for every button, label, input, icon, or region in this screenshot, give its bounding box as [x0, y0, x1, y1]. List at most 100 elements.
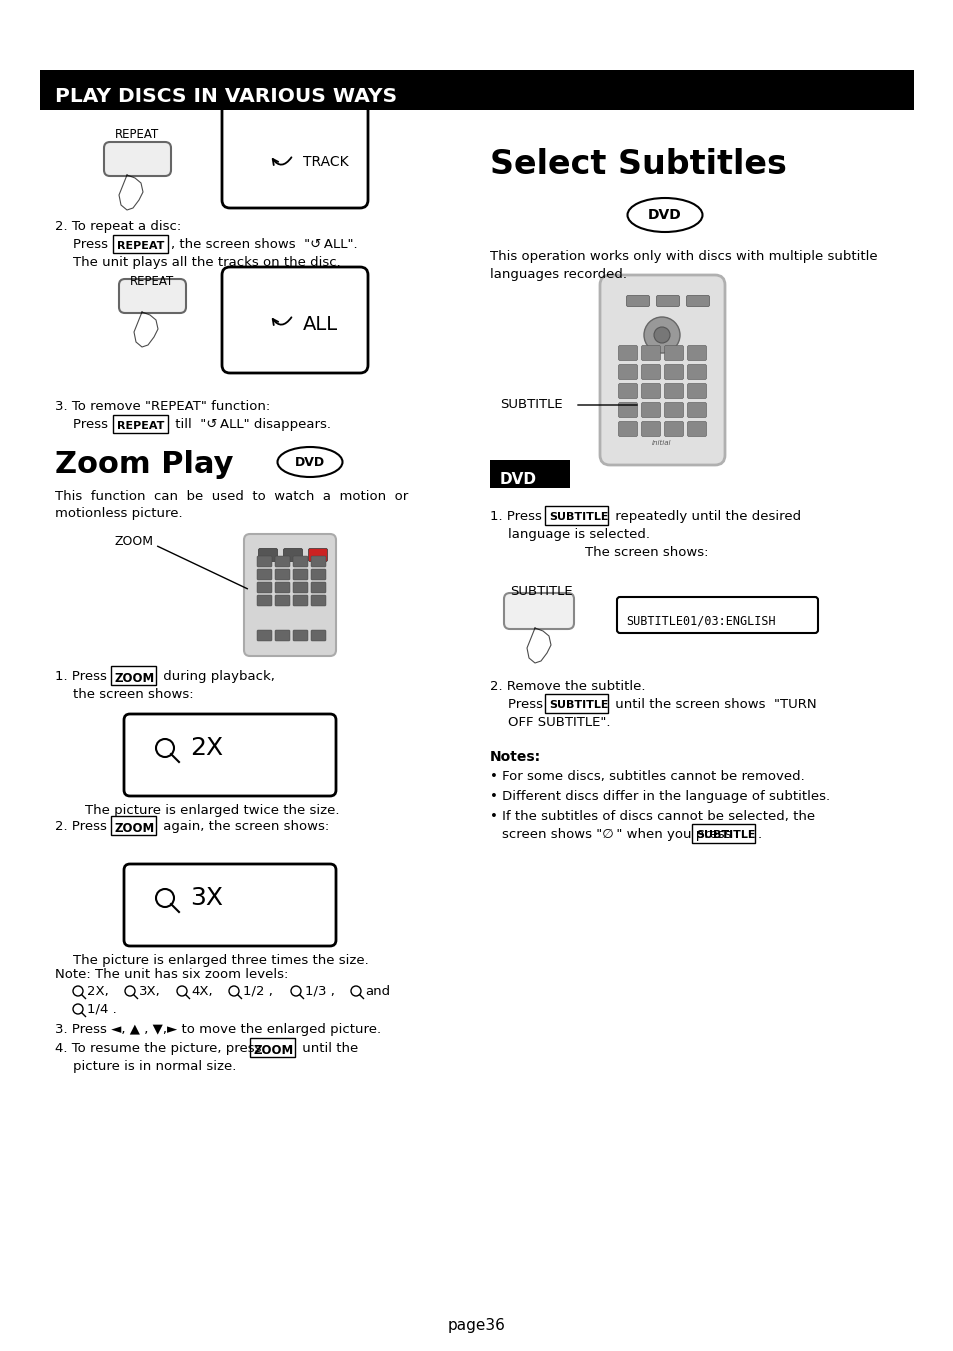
Text: ZOOM: ZOOM: [115, 671, 155, 685]
Circle shape: [654, 327, 669, 343]
FancyBboxPatch shape: [311, 582, 326, 593]
FancyBboxPatch shape: [256, 630, 272, 640]
Text: The screen shows:: The screen shows:: [584, 546, 708, 559]
Circle shape: [229, 986, 239, 996]
Text: 2. Remove the subtitle.: 2. Remove the subtitle.: [490, 680, 645, 693]
Text: This operation works only with discs with multiple subtitle: This operation works only with discs wit…: [490, 250, 877, 263]
Text: 2. Press: 2. Press: [55, 820, 111, 834]
FancyBboxPatch shape: [104, 142, 171, 176]
FancyBboxPatch shape: [112, 666, 156, 685]
FancyBboxPatch shape: [274, 630, 290, 640]
Text: 1. Press: 1. Press: [55, 670, 111, 684]
FancyBboxPatch shape: [687, 346, 706, 361]
Text: OFF SUBTITLE".: OFF SUBTITLE".: [507, 716, 610, 730]
Text: during playback,: during playback,: [159, 670, 274, 684]
FancyBboxPatch shape: [124, 865, 335, 946]
Text: motionless picture.: motionless picture.: [55, 507, 182, 520]
Circle shape: [156, 889, 173, 907]
FancyBboxPatch shape: [222, 101, 368, 208]
Text: 3. To remove "REPEAT" function:: 3. To remove "REPEAT" function:: [55, 400, 270, 413]
Text: TRACK: TRACK: [303, 155, 348, 169]
FancyBboxPatch shape: [258, 549, 277, 562]
FancyBboxPatch shape: [311, 594, 326, 607]
Text: 2X,: 2X,: [87, 985, 109, 998]
Text: REPEAT: REPEAT: [117, 240, 164, 251]
FancyBboxPatch shape: [545, 693, 608, 712]
Text: ZOOM: ZOOM: [253, 1044, 294, 1056]
Text: languages recorded.: languages recorded.: [490, 267, 626, 281]
Circle shape: [291, 986, 301, 996]
Text: 2X: 2X: [190, 736, 223, 761]
Text: and: and: [365, 985, 390, 998]
FancyBboxPatch shape: [640, 403, 659, 417]
FancyBboxPatch shape: [618, 365, 637, 380]
Text: page36: page36: [448, 1319, 505, 1333]
FancyBboxPatch shape: [664, 365, 682, 380]
Text: PLAY DISCS IN VARIOUS WAYS: PLAY DISCS IN VARIOUS WAYS: [55, 86, 396, 105]
Text: SUBTITLE: SUBTITLE: [548, 700, 608, 711]
Circle shape: [73, 986, 83, 996]
Text: until the screen shows  "TURN: until the screen shows "TURN: [610, 698, 816, 711]
FancyBboxPatch shape: [274, 594, 290, 607]
Text: initial: initial: [652, 440, 671, 446]
Text: repeatedly until the desired: repeatedly until the desired: [610, 509, 801, 523]
FancyBboxPatch shape: [311, 557, 326, 567]
FancyBboxPatch shape: [640, 422, 659, 436]
FancyBboxPatch shape: [545, 505, 608, 524]
FancyBboxPatch shape: [664, 384, 682, 399]
Text: picture is in normal size.: picture is in normal size.: [73, 1061, 236, 1073]
FancyBboxPatch shape: [274, 569, 290, 580]
Text: DVD: DVD: [294, 455, 325, 469]
Text: language is selected.: language is selected.: [507, 528, 649, 540]
Text: REPEAT: REPEAT: [130, 276, 174, 288]
Text: This  function  can  be  used  to  watch  a  motion  or: This function can be used to watch a mot…: [55, 490, 408, 503]
Text: again, the screen shows:: again, the screen shows:: [159, 820, 329, 834]
Text: The picture is enlarged twice the size.: The picture is enlarged twice the size.: [85, 804, 339, 817]
Circle shape: [643, 317, 679, 353]
Text: DVD: DVD: [499, 471, 537, 486]
Text: the screen shows:: the screen shows:: [73, 688, 193, 701]
FancyBboxPatch shape: [687, 365, 706, 380]
FancyBboxPatch shape: [656, 296, 679, 307]
FancyBboxPatch shape: [256, 594, 272, 607]
FancyBboxPatch shape: [687, 403, 706, 417]
FancyBboxPatch shape: [687, 384, 706, 399]
Text: The picture is enlarged three times the size.: The picture is enlarged three times the …: [73, 954, 369, 967]
Text: Note: The unit has six zoom levels:: Note: The unit has six zoom levels:: [55, 969, 288, 981]
Text: ZOOM: ZOOM: [115, 821, 155, 835]
FancyBboxPatch shape: [640, 346, 659, 361]
FancyBboxPatch shape: [222, 267, 368, 373]
FancyBboxPatch shape: [113, 415, 169, 432]
Text: 1/2 ,: 1/2 ,: [243, 985, 273, 998]
Text: SUBTITLE: SUBTITLE: [510, 585, 572, 598]
FancyBboxPatch shape: [618, 384, 637, 399]
Text: Press: Press: [73, 238, 112, 251]
FancyBboxPatch shape: [293, 557, 308, 567]
FancyBboxPatch shape: [113, 235, 169, 253]
FancyBboxPatch shape: [311, 569, 326, 580]
Text: SUBTITLE: SUBTITLE: [499, 399, 562, 411]
Text: REPEAT: REPEAT: [115, 128, 159, 141]
Text: Select Subtitles: Select Subtitles: [490, 149, 786, 181]
FancyBboxPatch shape: [256, 569, 272, 580]
FancyBboxPatch shape: [664, 403, 682, 417]
FancyBboxPatch shape: [293, 569, 308, 580]
Circle shape: [125, 986, 135, 996]
FancyBboxPatch shape: [293, 630, 308, 640]
Text: • Different discs differ in the language of subtitles.: • Different discs differ in the language…: [490, 790, 829, 802]
Text: 1. Press: 1. Press: [490, 509, 545, 523]
Text: SUBTITLE01/03:ENGLISH: SUBTITLE01/03:ENGLISH: [625, 615, 775, 628]
FancyBboxPatch shape: [626, 296, 649, 307]
Text: REPEAT: REPEAT: [117, 422, 164, 431]
Text: Press: Press: [73, 417, 112, 431]
FancyBboxPatch shape: [664, 346, 682, 361]
FancyBboxPatch shape: [640, 365, 659, 380]
FancyBboxPatch shape: [293, 582, 308, 593]
Text: Press: Press: [507, 698, 547, 711]
FancyBboxPatch shape: [618, 403, 637, 417]
Text: DVD: DVD: [647, 208, 681, 222]
FancyBboxPatch shape: [274, 557, 290, 567]
Text: till  "↺ ALL" disappears.: till "↺ ALL" disappears.: [171, 417, 331, 431]
Circle shape: [177, 986, 187, 996]
Text: • If the subtitles of discs cannot be selected, the: • If the subtitles of discs cannot be se…: [490, 811, 814, 823]
